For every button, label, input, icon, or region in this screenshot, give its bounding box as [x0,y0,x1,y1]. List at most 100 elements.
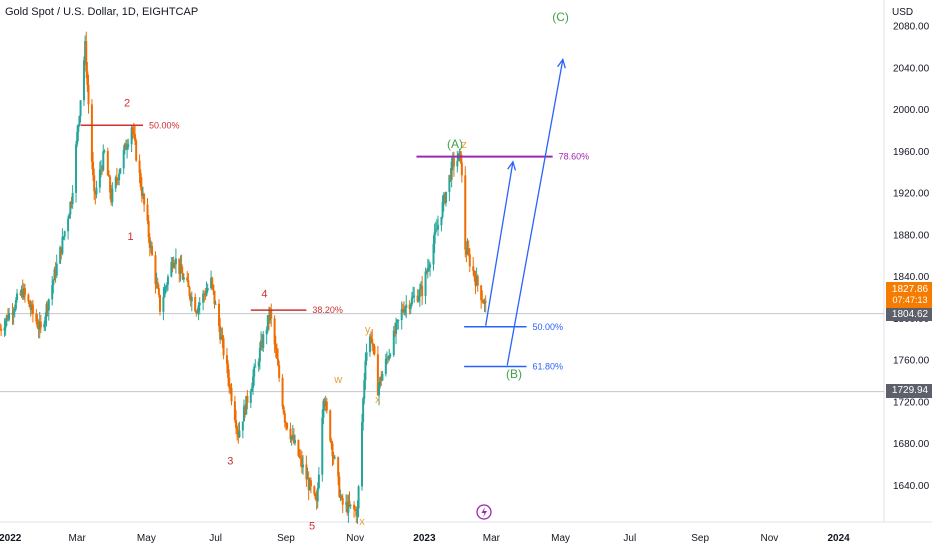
candle-body [444,191,447,203]
candle-body [229,387,232,389]
candle-body [260,340,263,349]
candle-body [162,297,165,312]
candle-body [385,358,388,360]
candle-body [254,366,257,368]
candle-body [140,187,143,197]
candle-body [43,323,46,328]
candle-body [194,297,197,312]
candle-body [316,487,319,502]
candle-body [275,349,278,359]
candle-body [433,232,436,244]
candle-body [44,316,47,324]
candle-body [340,496,343,499]
candle-body [347,501,350,513]
candle-body [84,41,87,61]
candle-body [315,498,318,502]
candle-body [164,286,167,289]
candle-body [250,387,253,392]
candle-body [400,309,403,321]
candle-body [102,151,105,170]
candle-body [339,496,342,498]
candle-body [205,290,208,296]
candle-body [221,335,224,339]
currency-label: USD [892,7,913,18]
wave-label: (C) [552,10,569,24]
candle-body [131,127,134,133]
candle-body [346,502,349,513]
wave-label: 5 [309,520,315,532]
candle-body [87,84,90,105]
candle-body [19,293,22,295]
candle-body [435,229,438,231]
candle-body [387,358,390,360]
candle-body [448,175,451,192]
candle-body [420,285,423,289]
candle-body [360,422,363,487]
candle-body [417,296,420,302]
candle-body [106,150,109,176]
candle-body [270,309,273,319]
candle-body [61,237,64,254]
y-tick-label: 1920.00 [893,189,930,200]
candle-body [429,264,432,268]
candle-body [393,330,396,334]
candle-body [283,413,286,423]
candle-body [85,41,88,72]
x-tick-label: Nov [346,533,364,544]
candle-body [443,194,446,203]
wave-label: 4 [261,289,267,301]
candle-body [62,236,65,238]
candle-body [4,320,7,328]
candle-body [480,285,483,301]
level-tag-bg [886,308,932,321]
candle-body [76,132,79,145]
wave-label: 1 [127,231,133,243]
x-tick-label: 2024 [827,533,850,544]
candle-body [262,334,265,348]
candle-body [59,247,62,264]
candle-body [338,476,341,497]
x-tick-label: Sep [691,533,709,544]
candle-body [309,480,312,487]
x-tick-label: May [551,533,570,544]
candle-body [371,338,374,344]
candle-body [298,455,301,457]
candle-body [402,310,405,313]
candle-body [75,144,78,193]
candle-body [197,305,200,312]
candle-body [45,304,48,317]
candle-body [77,124,80,133]
candle-body [36,321,39,328]
fib-level-label: 78.60% [559,152,590,162]
candle-body [82,60,85,101]
candle-body [329,410,332,441]
candle-body [413,295,416,297]
candle-body [357,486,360,509]
candle-body [188,287,191,297]
candle-body [364,360,367,381]
candle-body [117,179,120,181]
candle-body [213,290,216,304]
candle-body [99,169,102,171]
candle-body [230,387,233,402]
candle-body [441,202,444,217]
candle-body [181,273,184,280]
candle-body [107,175,110,177]
wave-label: x [359,516,365,528]
candle-body [401,309,404,311]
candle-body [14,300,17,309]
candle-body [159,294,162,312]
candle-body [0,329,3,331]
candle-body [123,143,126,151]
candle-body [425,271,428,273]
candle-body [475,275,478,286]
candle-body [222,338,225,356]
candle-body [330,440,333,444]
candle-body [204,294,207,296]
candle-body [155,282,158,284]
candle-body [294,440,297,443]
candle-body [195,311,198,314]
candle-body [427,267,430,269]
candle-body [21,289,24,298]
